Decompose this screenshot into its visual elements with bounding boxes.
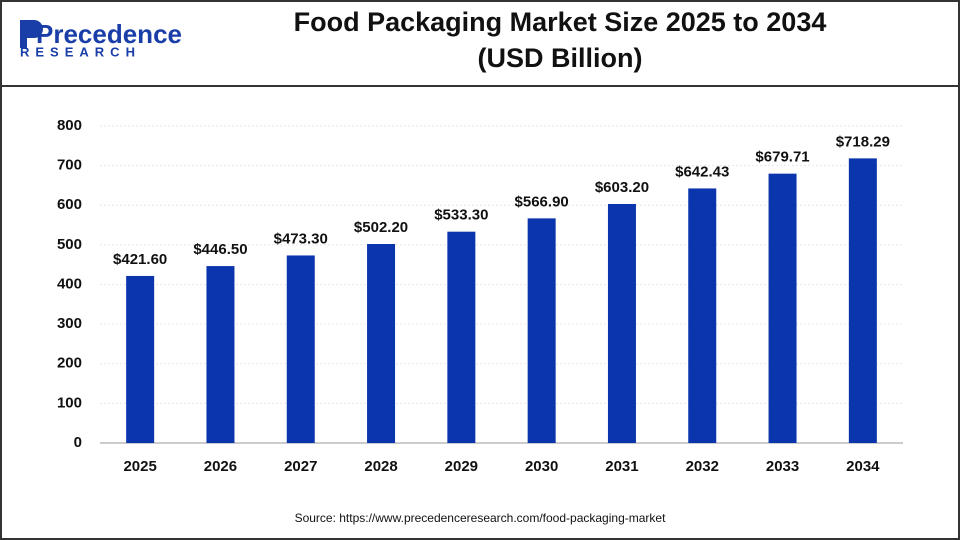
value-label: $566.90 [515, 193, 569, 210]
source: Source: https://www.precedenceresearch.c… [295, 511, 667, 525]
value-label: $502.20 [354, 219, 408, 236]
bar [367, 244, 396, 443]
logo-name: Precedence [36, 19, 182, 49]
value-label: $603.20 [595, 179, 649, 196]
value-label: $642.43 [675, 163, 729, 180]
logo-icon [20, 20, 43, 48]
chart-title: Food Packaging Market Size 2025 to 2034 [294, 7, 827, 37]
bar [206, 266, 235, 443]
y-tick-label: 300 [57, 315, 82, 332]
x-tick-label: 2033 [766, 458, 799, 475]
y-tick-label: 0 [74, 434, 82, 451]
x-tick-label: 2028 [364, 458, 397, 475]
y-tick-label: 200 [57, 355, 82, 372]
bar [768, 173, 797, 443]
y-tick-label: 800 [57, 117, 82, 134]
value-label: $679.71 [755, 149, 809, 166]
chart-subtitle: (USD Billion) [478, 43, 643, 73]
bar [126, 275, 155, 443]
x-tick-label: 2029 [445, 458, 478, 475]
bar [286, 255, 315, 443]
x-tick-label: 2026 [204, 458, 237, 475]
value-label: $473.30 [274, 230, 328, 247]
y-tick-label: 400 [57, 275, 82, 292]
x-tick-label: 2034 [846, 458, 880, 475]
value-label: $446.50 [193, 241, 247, 258]
logo-tagline: RESEARCH [20, 44, 141, 59]
y-tick-label: 600 [57, 196, 82, 213]
x-tick-label: 2032 [686, 458, 719, 475]
x-tick-label: 2030 [525, 458, 558, 475]
bar [848, 158, 877, 443]
bar [607, 203, 636, 443]
value-label: $533.30 [434, 207, 488, 224]
y-tick-label: 500 [57, 236, 82, 253]
bar [527, 218, 556, 443]
bar [447, 231, 476, 443]
value-label: $718.29 [836, 133, 890, 150]
y-tick-label: 100 [57, 394, 82, 411]
x-tick-label: 2027 [284, 458, 317, 475]
y-tick-label: 700 [57, 157, 82, 174]
x-tick-label: 2031 [605, 458, 638, 475]
bar [688, 188, 717, 443]
x-tick-label: 2025 [123, 458, 156, 475]
value-label: $421.60 [113, 251, 167, 268]
